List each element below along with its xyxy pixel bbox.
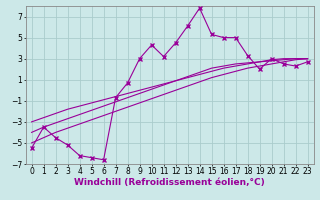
X-axis label: Windchill (Refroidissement éolien,°C): Windchill (Refroidissement éolien,°C) [74, 178, 265, 187]
